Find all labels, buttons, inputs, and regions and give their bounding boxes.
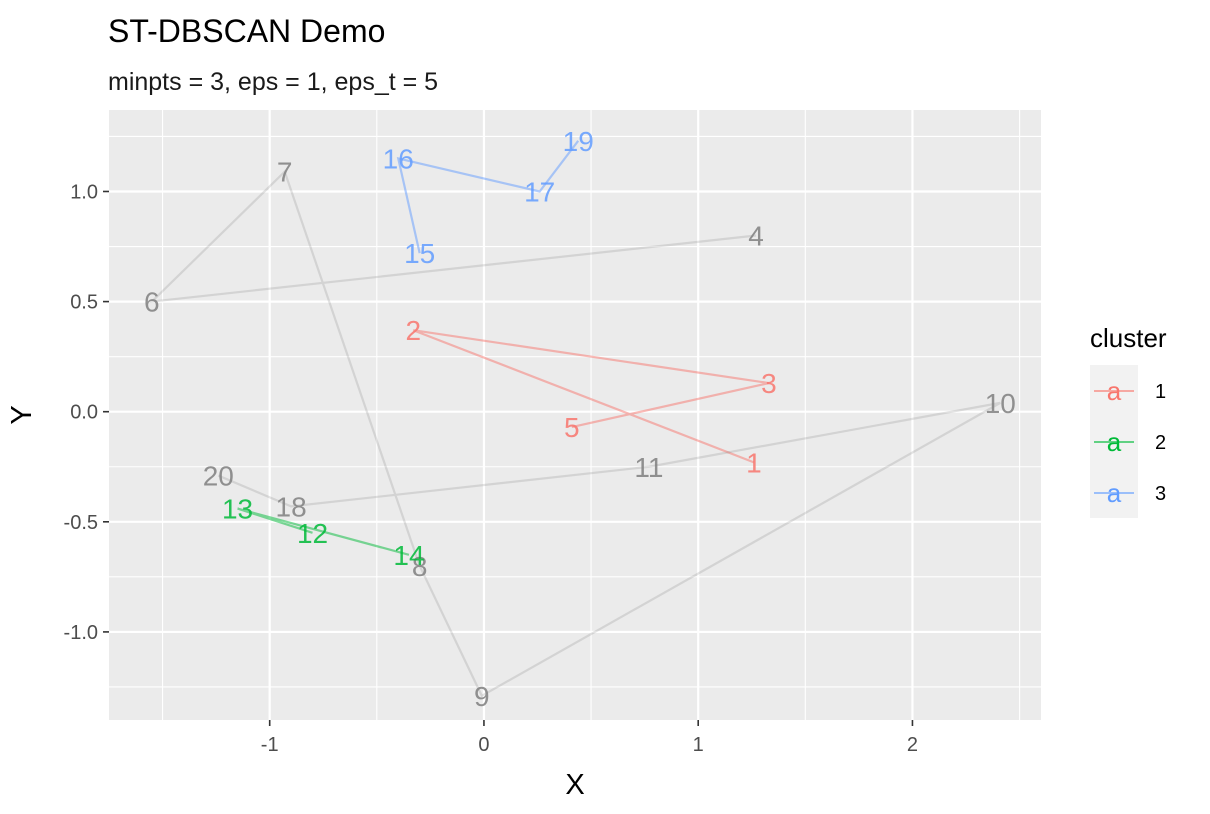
x-tick-label: 2 xyxy=(907,734,918,756)
point-label-5: 5 xyxy=(564,412,580,443)
point-label-20: 20 xyxy=(203,461,234,492)
point-label-9: 9 xyxy=(474,681,490,712)
noise-path xyxy=(148,169,1001,698)
point-label-10: 10 xyxy=(985,388,1016,419)
x-tick-label: 1 xyxy=(693,734,704,756)
point-label-7: 7 xyxy=(277,157,293,188)
point-label-6: 6 xyxy=(144,287,160,318)
point-label-15: 15 xyxy=(404,238,435,269)
point-label-2: 2 xyxy=(405,315,421,346)
path-layer xyxy=(148,140,1001,698)
point-label-12: 12 xyxy=(297,518,328,549)
point-label-3: 3 xyxy=(761,368,777,399)
chart-title: ST-DBSCAN Demo xyxy=(108,13,385,49)
legend-label-3: 3 xyxy=(1155,483,1166,505)
y-tick-label: 0.0 xyxy=(70,402,98,424)
point-label-19: 19 xyxy=(563,126,594,157)
point-label-8: 8 xyxy=(412,551,428,582)
point-label-16: 16 xyxy=(383,143,414,174)
x-axis-title: X xyxy=(565,769,584,801)
y-tick-label: -1.0 xyxy=(64,622,98,644)
point-label-4: 4 xyxy=(748,221,764,252)
point-label-13: 13 xyxy=(222,494,253,525)
legend-key-glyph: a xyxy=(1107,427,1122,457)
y-tick-label: 1.0 xyxy=(70,181,98,203)
x-tick-label: 0 xyxy=(478,734,489,756)
chart-subtitle: minpts = 3, eps = 1, eps_t = 5 xyxy=(108,68,438,96)
cluster-2-path xyxy=(237,507,410,556)
y-axis-title: Y xyxy=(6,405,38,424)
point-label-11: 11 xyxy=(634,452,663,483)
legend: a 1 a 2 a 3 xyxy=(1090,365,1166,518)
cluster-3-path xyxy=(396,140,580,254)
y-tick-label: -0.5 xyxy=(64,512,98,534)
legend-title: cluster xyxy=(1090,323,1167,353)
plot-panel xyxy=(109,110,1041,720)
legend-key-glyph: a xyxy=(1107,376,1122,406)
legend-label-1: 1 xyxy=(1155,381,1166,403)
point-label-1: 1 xyxy=(746,447,762,478)
cluster-1-path xyxy=(412,329,770,464)
y-tick-label: 0.5 xyxy=(70,292,98,314)
axis-layer: -1 0 1 2-1.0-0.50.00.51.0 xyxy=(64,181,918,756)
x-tick-label: -1 xyxy=(261,734,279,756)
grid-layer xyxy=(109,110,1041,720)
point-label-14: 14 xyxy=(393,540,424,571)
point-label-17: 17 xyxy=(524,176,555,207)
legend-label-2: 2 xyxy=(1155,432,1166,454)
point-label-18: 18 xyxy=(276,491,307,522)
legend-key-glyph: a xyxy=(1107,478,1122,508)
